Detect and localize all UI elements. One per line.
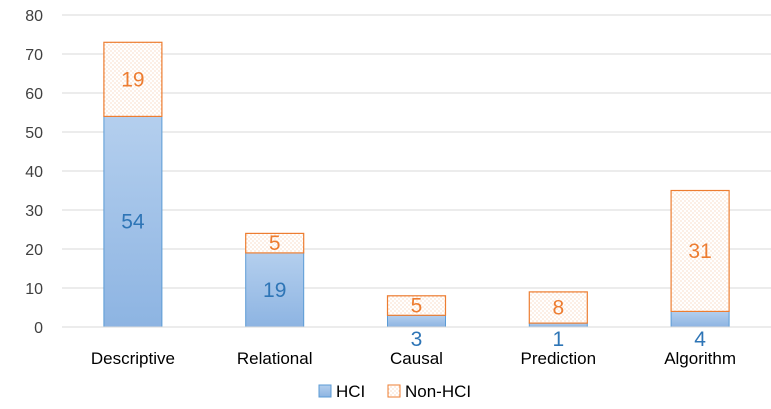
bar-non-hci <box>386 295 447 316</box>
x-category-label: Algorithm <box>664 349 736 368</box>
data-label-hci: 4 <box>694 328 706 351</box>
x-axis: Descriptive Relational Causal Prediction Alg… <box>62 326 771 368</box>
y-tick-label: 50 <box>25 125 43 142</box>
y-tick-label: 30 <box>25 203 43 220</box>
data-label-hci: 1 <box>552 328 564 351</box>
x-category-label: Relational <box>237 349 313 368</box>
legend-label: Non-HCI <box>405 382 471 401</box>
x-category-label: Descriptive <box>91 349 175 368</box>
y-tick-label: 60 <box>25 86 43 103</box>
data-label-hci: 3 <box>411 328 423 351</box>
bar-hci <box>103 115 163 328</box>
legend-swatch <box>318 384 332 398</box>
x-category-label: Prediction <box>520 349 596 368</box>
y-tick-label: 40 <box>25 164 43 181</box>
x-category-label: Causal <box>390 349 443 368</box>
data-label-non-hci: 5 <box>269 232 281 255</box>
data-label-hci: 54 <box>121 211 145 234</box>
y-tick-label: 80 <box>25 8 43 25</box>
data-label-hci: 19 <box>263 279 286 302</box>
bar-non-hci <box>528 291 588 324</box>
bars: 54 19 19 5 3 5 1 8 4 31 <box>103 41 730 351</box>
y-tick-label: 70 <box>25 47 43 64</box>
y-tick-label: 10 <box>25 281 43 298</box>
data-label-non-hci: 31 <box>688 240 711 263</box>
gridlines <box>62 14 771 328</box>
y-tick-label: 0 <box>34 320 43 337</box>
data-label-non-hci: 19 <box>121 68 144 91</box>
y-axis: 0 10 20 30 40 50 60 70 80 <box>25 8 43 337</box>
bar-non-hci <box>245 232 305 254</box>
legend: HCI Non-HCI <box>318 382 471 401</box>
data-label-non-hci: 8 <box>552 297 564 320</box>
bar-non-hci <box>103 41 163 117</box>
legend-swatch <box>387 384 401 398</box>
data-label-non-hci: 5 <box>411 295 423 318</box>
y-tick-label: 20 <box>25 242 43 259</box>
legend-label: HCI <box>336 382 365 401</box>
bar-hci <box>670 310 730 328</box>
bar-non-hci <box>670 189 730 313</box>
